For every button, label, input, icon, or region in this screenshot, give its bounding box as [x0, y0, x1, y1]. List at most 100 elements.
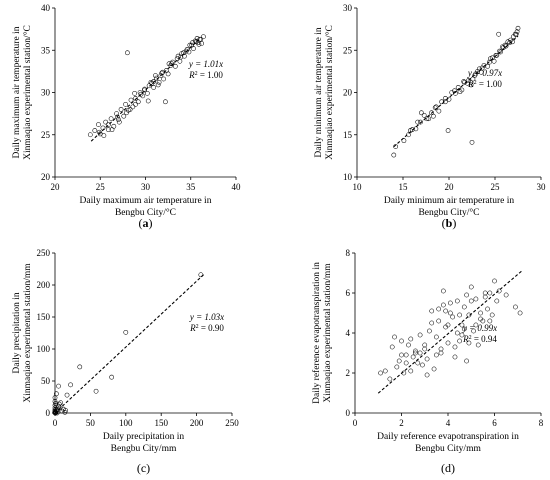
data-point: [378, 370, 383, 376]
data-point: [487, 318, 493, 324]
data-point: [57, 405, 63, 411]
data-point: [418, 119, 423, 125]
x-axis-title: Bengbu City/°C: [115, 207, 176, 218]
r-squared-label: R2 = 0.94: [462, 334, 497, 344]
caption-letter: c: [141, 461, 146, 475]
data-point: [93, 388, 99, 394]
data-point: [52, 399, 58, 404]
x-tick-label: 0: [353, 418, 358, 428]
x-axis-title: Daily precipitation in: [103, 432, 185, 442]
data-point: [138, 91, 144, 97]
data-point: [454, 298, 460, 304]
data-point: [394, 364, 400, 370]
data-point: [479, 65, 485, 71]
data-point: [478, 316, 483, 322]
data-point: [513, 31, 519, 37]
regression-line: [393, 35, 519, 148]
x-axis-title: Daily minimum air temperature in: [384, 196, 515, 206]
x-tick-label: 30: [141, 182, 151, 192]
data-point: [422, 346, 428, 352]
panel-caption: (a): [139, 216, 153, 230]
y-tick-label: 15: [343, 130, 353, 140]
chart-panel-c: 0 50 100 150 200 250 0 50 100 150 200 250 Daily prec…: [12, 248, 239, 475]
data-point: [429, 308, 435, 314]
data-point: [144, 90, 150, 96]
data-point: [464, 292, 469, 298]
data-point: [445, 128, 451, 133]
x-axis-title: Daily maximum air temperature in: [80, 196, 212, 206]
regression-equation: y = 1.01x: [188, 59, 223, 69]
data-point: [163, 99, 168, 105]
x-tick-label: 150: [154, 418, 168, 428]
data-point: [475, 342, 481, 348]
x-tick-label: 200: [190, 418, 204, 428]
data-point: [201, 34, 206, 40]
r-squared-label: R2 = 0.90: [189, 323, 224, 333]
data-point: [487, 59, 492, 65]
data-point: [469, 139, 475, 145]
caption-close-paren: ): [149, 216, 153, 230]
y-tick-label: 100: [37, 344, 51, 354]
data-point: [466, 340, 472, 346]
x-tick-label: 4: [446, 418, 451, 428]
data-point: [457, 312, 462, 318]
data-point: [403, 360, 409, 366]
data-point: [124, 110, 129, 116]
data-point: [109, 374, 115, 380]
y-tick-label: 30: [41, 88, 51, 98]
r-squared-label: R2 = 1.00: [188, 70, 223, 80]
data-point: [172, 63, 178, 69]
data-point: [517, 310, 523, 316]
data-point: [436, 318, 442, 324]
data-point: [503, 43, 509, 49]
data-point: [401, 138, 407, 144]
data-point: [417, 332, 423, 338]
data-point: [440, 302, 446, 308]
data-point: [438, 350, 444, 356]
x-tick-label: 40: [232, 182, 242, 192]
data-point: [56, 383, 61, 389]
x-axis-title: Daily reference evapotranspiration in: [377, 431, 519, 442]
data-point: [191, 46, 196, 51]
r-squared-exponent: 2: [469, 335, 472, 341]
caption-open-paren: (: [442, 216, 446, 230]
panel-caption: (c): [137, 461, 150, 475]
data-point: [498, 49, 503, 55]
data-point: [133, 101, 138, 107]
data-point: [464, 358, 469, 364]
data-point: [165, 71, 171, 77]
data-point: [482, 290, 488, 296]
data-point: [64, 392, 70, 398]
data-point: [468, 284, 474, 290]
data-point: [415, 119, 421, 125]
data-point: [430, 113, 436, 119]
y-tick-label: 20: [41, 172, 51, 182]
data-point: [123, 329, 129, 335]
y-tick-label: 0: [346, 408, 351, 418]
data-point: [442, 99, 448, 105]
data-point: [489, 312, 495, 318]
data-point: [485, 306, 490, 312]
data-point: [399, 352, 404, 358]
data-point: [127, 107, 133, 112]
data-point: [465, 78, 471, 84]
data-point: [63, 408, 68, 413]
data-point: [115, 117, 121, 122]
data-point: [433, 352, 439, 358]
caption-letter: d: [445, 461, 451, 475]
data-point: [431, 366, 437, 372]
data-point: [443, 308, 449, 314]
data-point: [440, 288, 446, 294]
data-point: [391, 152, 397, 158]
data-point: [415, 360, 421, 366]
data-point: [121, 113, 127, 119]
caption-open-paren: (: [441, 461, 445, 475]
y-axis-title: Xinmaqiao experimental station/mm: [23, 263, 33, 403]
data-point: [433, 334, 439, 340]
data-point: [92, 128, 98, 133]
y-axis-title: Xinmaqiao experimental station/mm: [323, 263, 333, 403]
y-axis-title: Daily precipitation in: [12, 292, 22, 374]
data-point: [148, 79, 154, 85]
data-point: [87, 132, 93, 138]
